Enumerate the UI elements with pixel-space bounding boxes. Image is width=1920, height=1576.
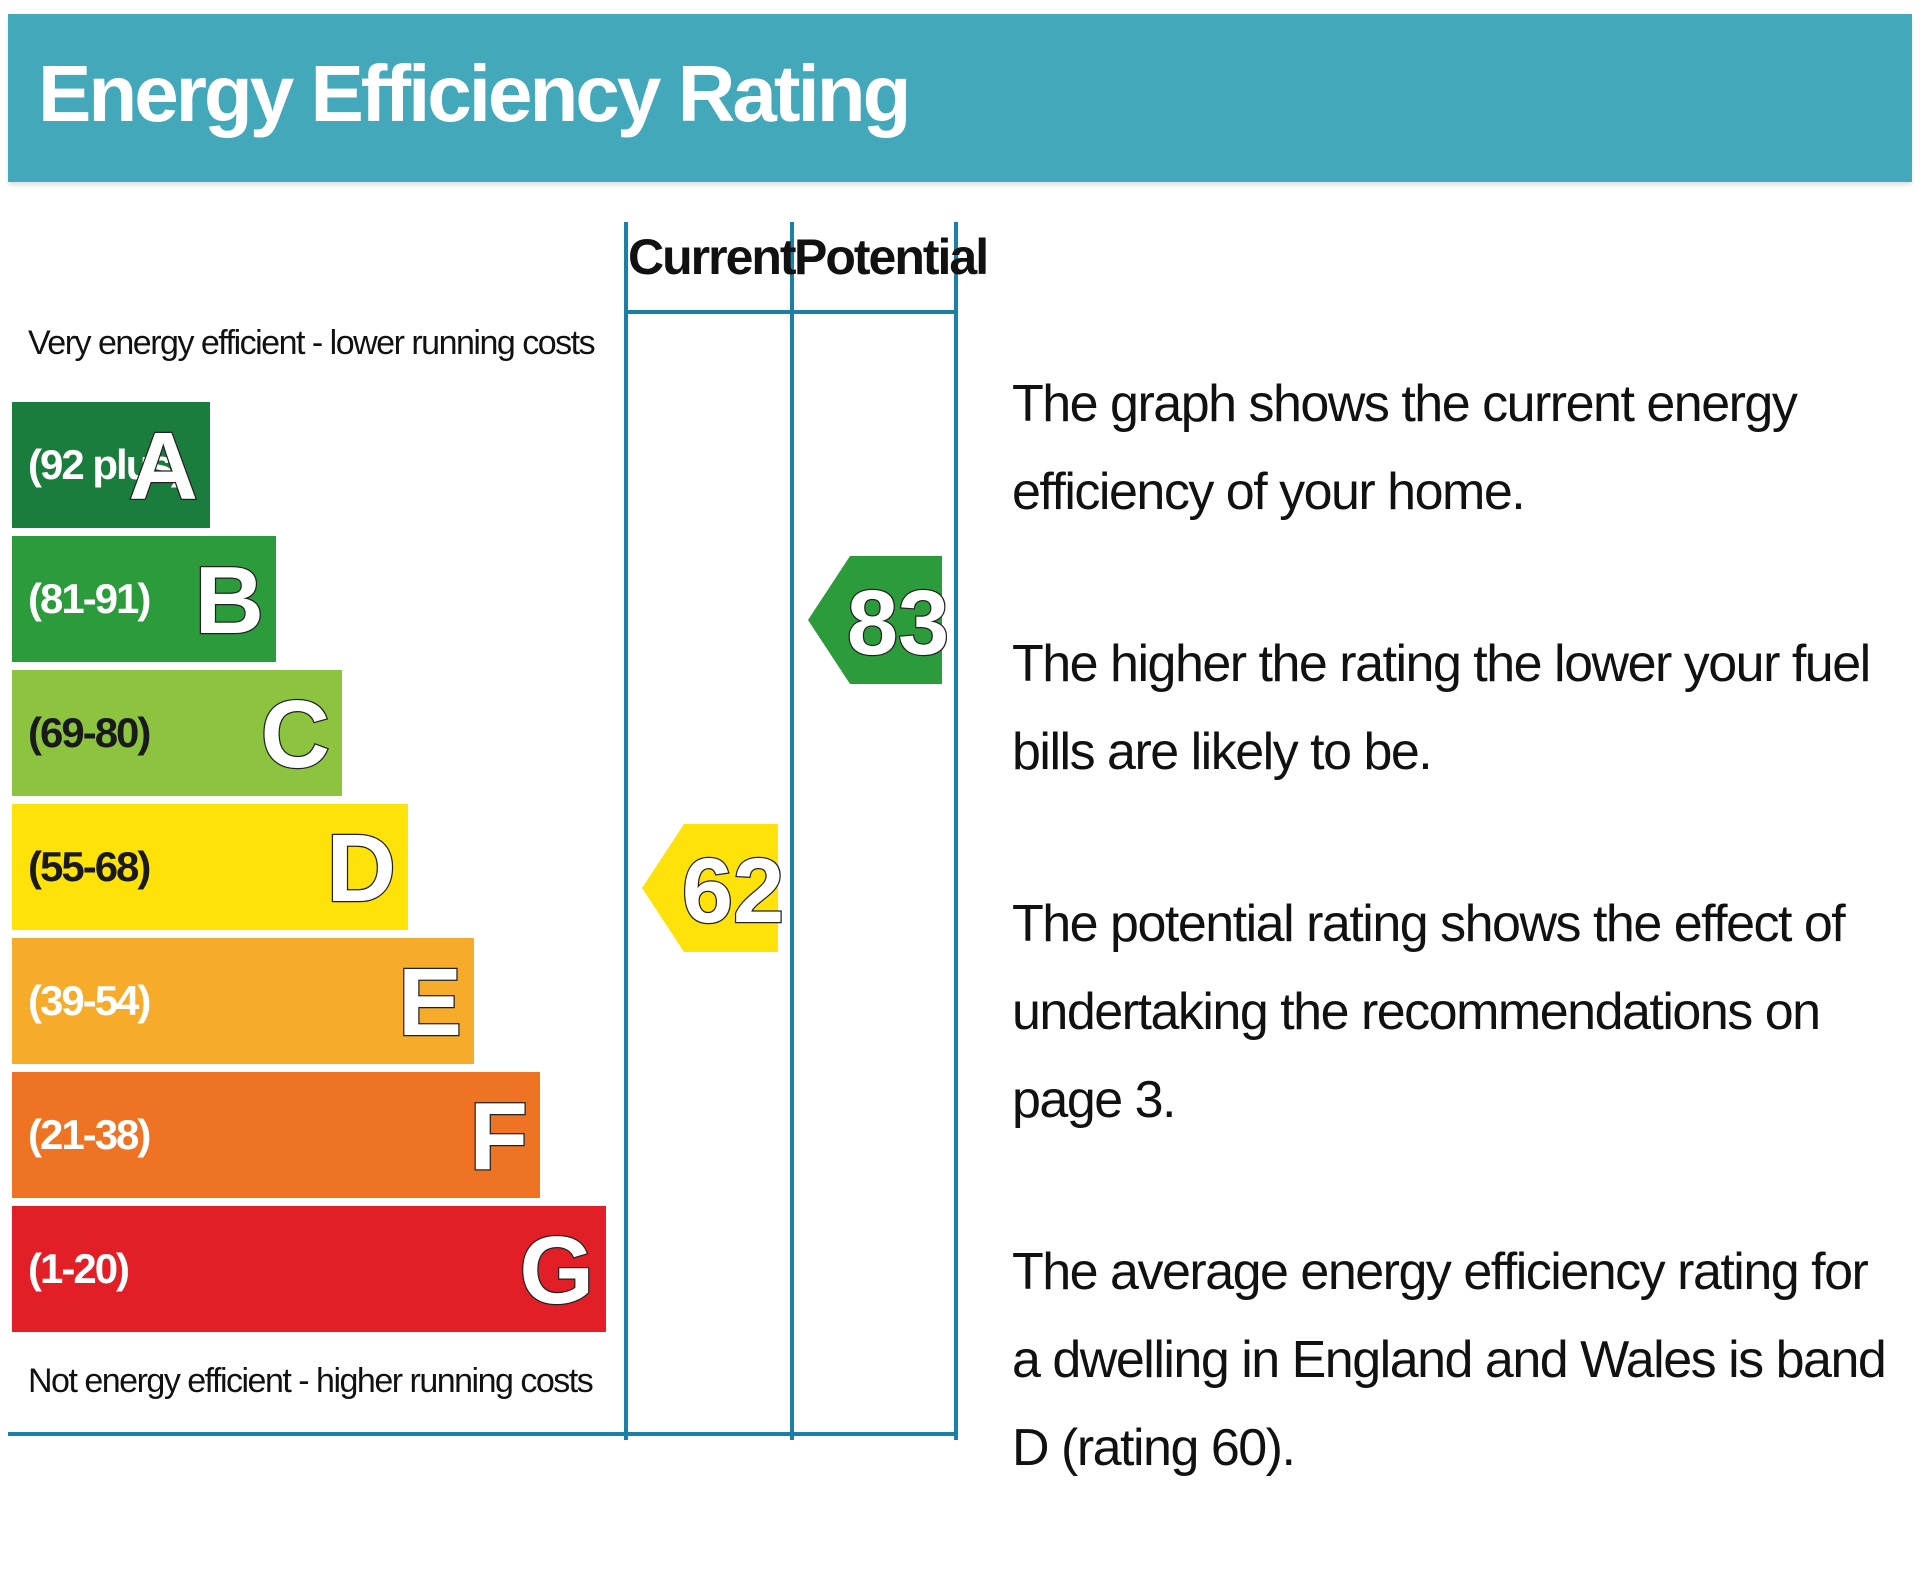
current-rating-value: 62 bbox=[682, 840, 784, 942]
rating-bar-a bbox=[12, 402, 210, 528]
epc-rating-chart: (92 plus)A (81-91) B (69-80) C (55-68) D (39-54… bbox=[8, 222, 958, 1440]
page-title: Energy Efficiency Rating bbox=[38, 49, 911, 138]
band-range-label: (21-38) bbox=[28, 1111, 149, 1158]
potential-rating-value: 83 bbox=[847, 572, 949, 674]
column-header-potential: Potential bbox=[794, 229, 989, 285]
rating-bar-b bbox=[12, 536, 276, 662]
rating-bar-e bbox=[12, 938, 474, 1064]
band-letter-e: E bbox=[398, 949, 462, 1056]
band-letter-g: G bbox=[519, 1217, 594, 1324]
band-range-label: (69-80) bbox=[28, 709, 149, 756]
rating-bar-d bbox=[12, 804, 408, 930]
column-header-current: Current bbox=[628, 229, 797, 285]
rating-bar-c bbox=[12, 670, 342, 796]
description-text: The graph shows the current energy effic… bbox=[1012, 360, 1902, 1576]
description-paragraph: The potential rating shows the effect of… bbox=[1012, 895, 1846, 1129]
band-range-label: (39-54) bbox=[28, 977, 149, 1024]
header-bar: Energy Efficiency Rating bbox=[8, 14, 1912, 182]
rating-bar-g bbox=[12, 1206, 606, 1332]
band-letter-a: A bbox=[129, 413, 198, 520]
current-rating-arrow bbox=[642, 824, 778, 952]
description-paragraph: The average energy efficiency rating for… bbox=[1012, 1243, 1887, 1477]
rating-bar-f bbox=[12, 1072, 540, 1198]
band-letter-f: F bbox=[469, 1083, 528, 1190]
band-range-label: (55-68) bbox=[28, 843, 149, 890]
band-range-label: (1-20) bbox=[28, 1245, 128, 1292]
band-letter-b: B bbox=[195, 547, 264, 654]
band-letter-c: C bbox=[261, 681, 330, 788]
band-range-label: (81-91) bbox=[28, 575, 149, 622]
potential-rating-arrow bbox=[808, 556, 942, 684]
description-paragraph: The graph shows the current energy effic… bbox=[1012, 375, 1798, 521]
bottom-efficiency-note: Not energy efficient - higher running co… bbox=[28, 1362, 594, 1400]
description-paragraph: The higher the rating the lower your fue… bbox=[1012, 635, 1871, 781]
top-efficiency-note: Very energy efficient - lower running co… bbox=[28, 324, 596, 362]
band-range-label: (92 plus) bbox=[28, 441, 183, 488]
band-letter-d: D bbox=[327, 815, 396, 922]
